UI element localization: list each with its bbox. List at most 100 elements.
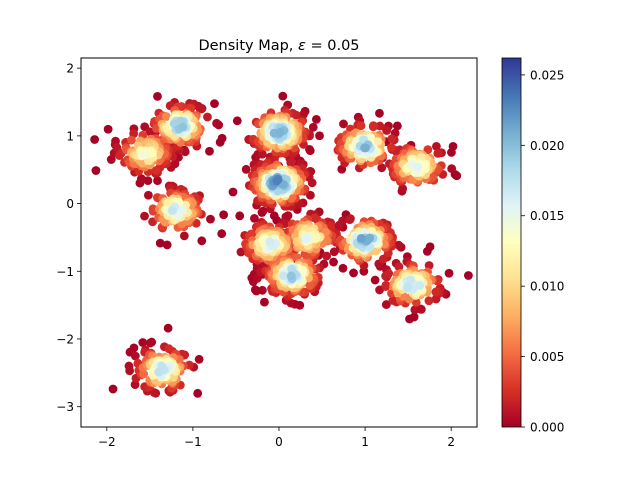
colorbar-tick-label: 0.015 — [530, 209, 564, 223]
data-point — [219, 210, 229, 220]
data-point — [433, 149, 443, 158]
data-point — [413, 162, 423, 172]
data-point — [329, 247, 339, 257]
colorbar-tick-label: 0.025 — [530, 68, 564, 82]
colorbar-tick-label: 0.000 — [530, 421, 564, 435]
x-axis: −2 −1 0 1 2 — [98, 427, 455, 449]
colorbar-ticks: 0.000 0.005 0.010 0.015 0.020 0.025 — [521, 68, 564, 435]
data-point — [345, 215, 355, 225]
data-point — [378, 254, 388, 264]
data-point — [422, 247, 432, 256]
data-point — [370, 275, 380, 285]
data-point — [447, 148, 456, 157]
x-tick-label: −2 — [98, 435, 116, 449]
data-point — [392, 121, 402, 131]
chart-title: Density Map, ε = 0.05 — [198, 38, 359, 54]
data-point — [258, 206, 268, 216]
data-point — [356, 233, 366, 243]
data-point — [410, 305, 420, 315]
data-point — [326, 221, 335, 231]
data-point — [411, 297, 421, 307]
data-point — [406, 275, 415, 285]
data-point — [163, 198, 173, 208]
data-point — [247, 229, 257, 239]
data-point — [329, 257, 338, 267]
data-point — [250, 213, 259, 223]
data-point — [258, 285, 267, 295]
data-point — [140, 211, 149, 221]
data-point — [153, 91, 162, 101]
data-point — [444, 268, 454, 278]
data-point — [179, 231, 189, 241]
data-point — [377, 163, 387, 173]
data-point — [155, 238, 165, 248]
data-point — [381, 300, 391, 309]
colorbar-tick-label: 0.005 — [530, 350, 564, 364]
data-point — [90, 135, 100, 144]
y-tick-label: −1 — [56, 265, 74, 279]
x-tick-label: 0 — [275, 435, 283, 449]
data-point — [145, 338, 155, 348]
data-point — [151, 166, 161, 175]
data-point — [162, 240, 172, 250]
data-point — [127, 135, 136, 145]
data-point — [103, 124, 113, 134]
data-point — [394, 262, 404, 272]
data-point — [130, 380, 140, 390]
data-point — [361, 143, 370, 153]
data-point — [286, 157, 296, 167]
data-point — [339, 119, 348, 129]
x-tick-label: 1 — [361, 435, 369, 449]
data-point — [432, 141, 441, 151]
y-tick-label: 1 — [66, 129, 74, 143]
data-point — [279, 271, 288, 281]
data-point — [369, 121, 378, 131]
data-point — [382, 125, 391, 135]
data-point — [163, 323, 173, 333]
data-point — [228, 187, 238, 197]
data-point — [398, 184, 408, 194]
data-point — [356, 121, 366, 131]
data-point — [424, 296, 434, 306]
data-point — [257, 149, 267, 159]
data-point — [278, 91, 288, 101]
y-axis: −3 −2 −1 0 1 2 — [56, 62, 81, 414]
data-point — [310, 213, 319, 223]
data-point — [130, 351, 140, 361]
data-point — [311, 114, 321, 124]
data-point — [387, 143, 396, 152]
data-point — [275, 127, 285, 137]
y-tick-label: −2 — [56, 332, 74, 346]
y-tick-label: 2 — [66, 62, 74, 76]
data-point — [232, 116, 242, 126]
data-point — [217, 133, 227, 143]
x-tick-label: 2 — [447, 435, 455, 449]
data-point — [91, 166, 101, 175]
data-point — [375, 121, 385, 131]
data-point — [205, 146, 214, 156]
data-point — [415, 281, 425, 290]
data-point — [269, 211, 279, 221]
data-point — [381, 280, 391, 290]
data-point — [349, 268, 358, 278]
data-point — [241, 164, 251, 174]
data-point — [272, 176, 282, 186]
data-point — [315, 131, 324, 141]
data-point — [373, 137, 383, 147]
data-point — [394, 240, 404, 250]
data-point — [431, 287, 441, 297]
data-point — [428, 173, 437, 182]
data-point — [178, 122, 188, 132]
scatter-points — [90, 91, 473, 398]
data-point — [168, 206, 177, 216]
data-point — [197, 236, 207, 246]
y-tick-label: 0 — [66, 197, 74, 211]
data-point — [203, 112, 212, 122]
data-point — [334, 220, 344, 230]
data-point — [139, 369, 149, 379]
data-point — [193, 388, 203, 398]
data-point — [136, 174, 146, 184]
data-point — [464, 271, 473, 280]
data-point — [375, 108, 384, 118]
